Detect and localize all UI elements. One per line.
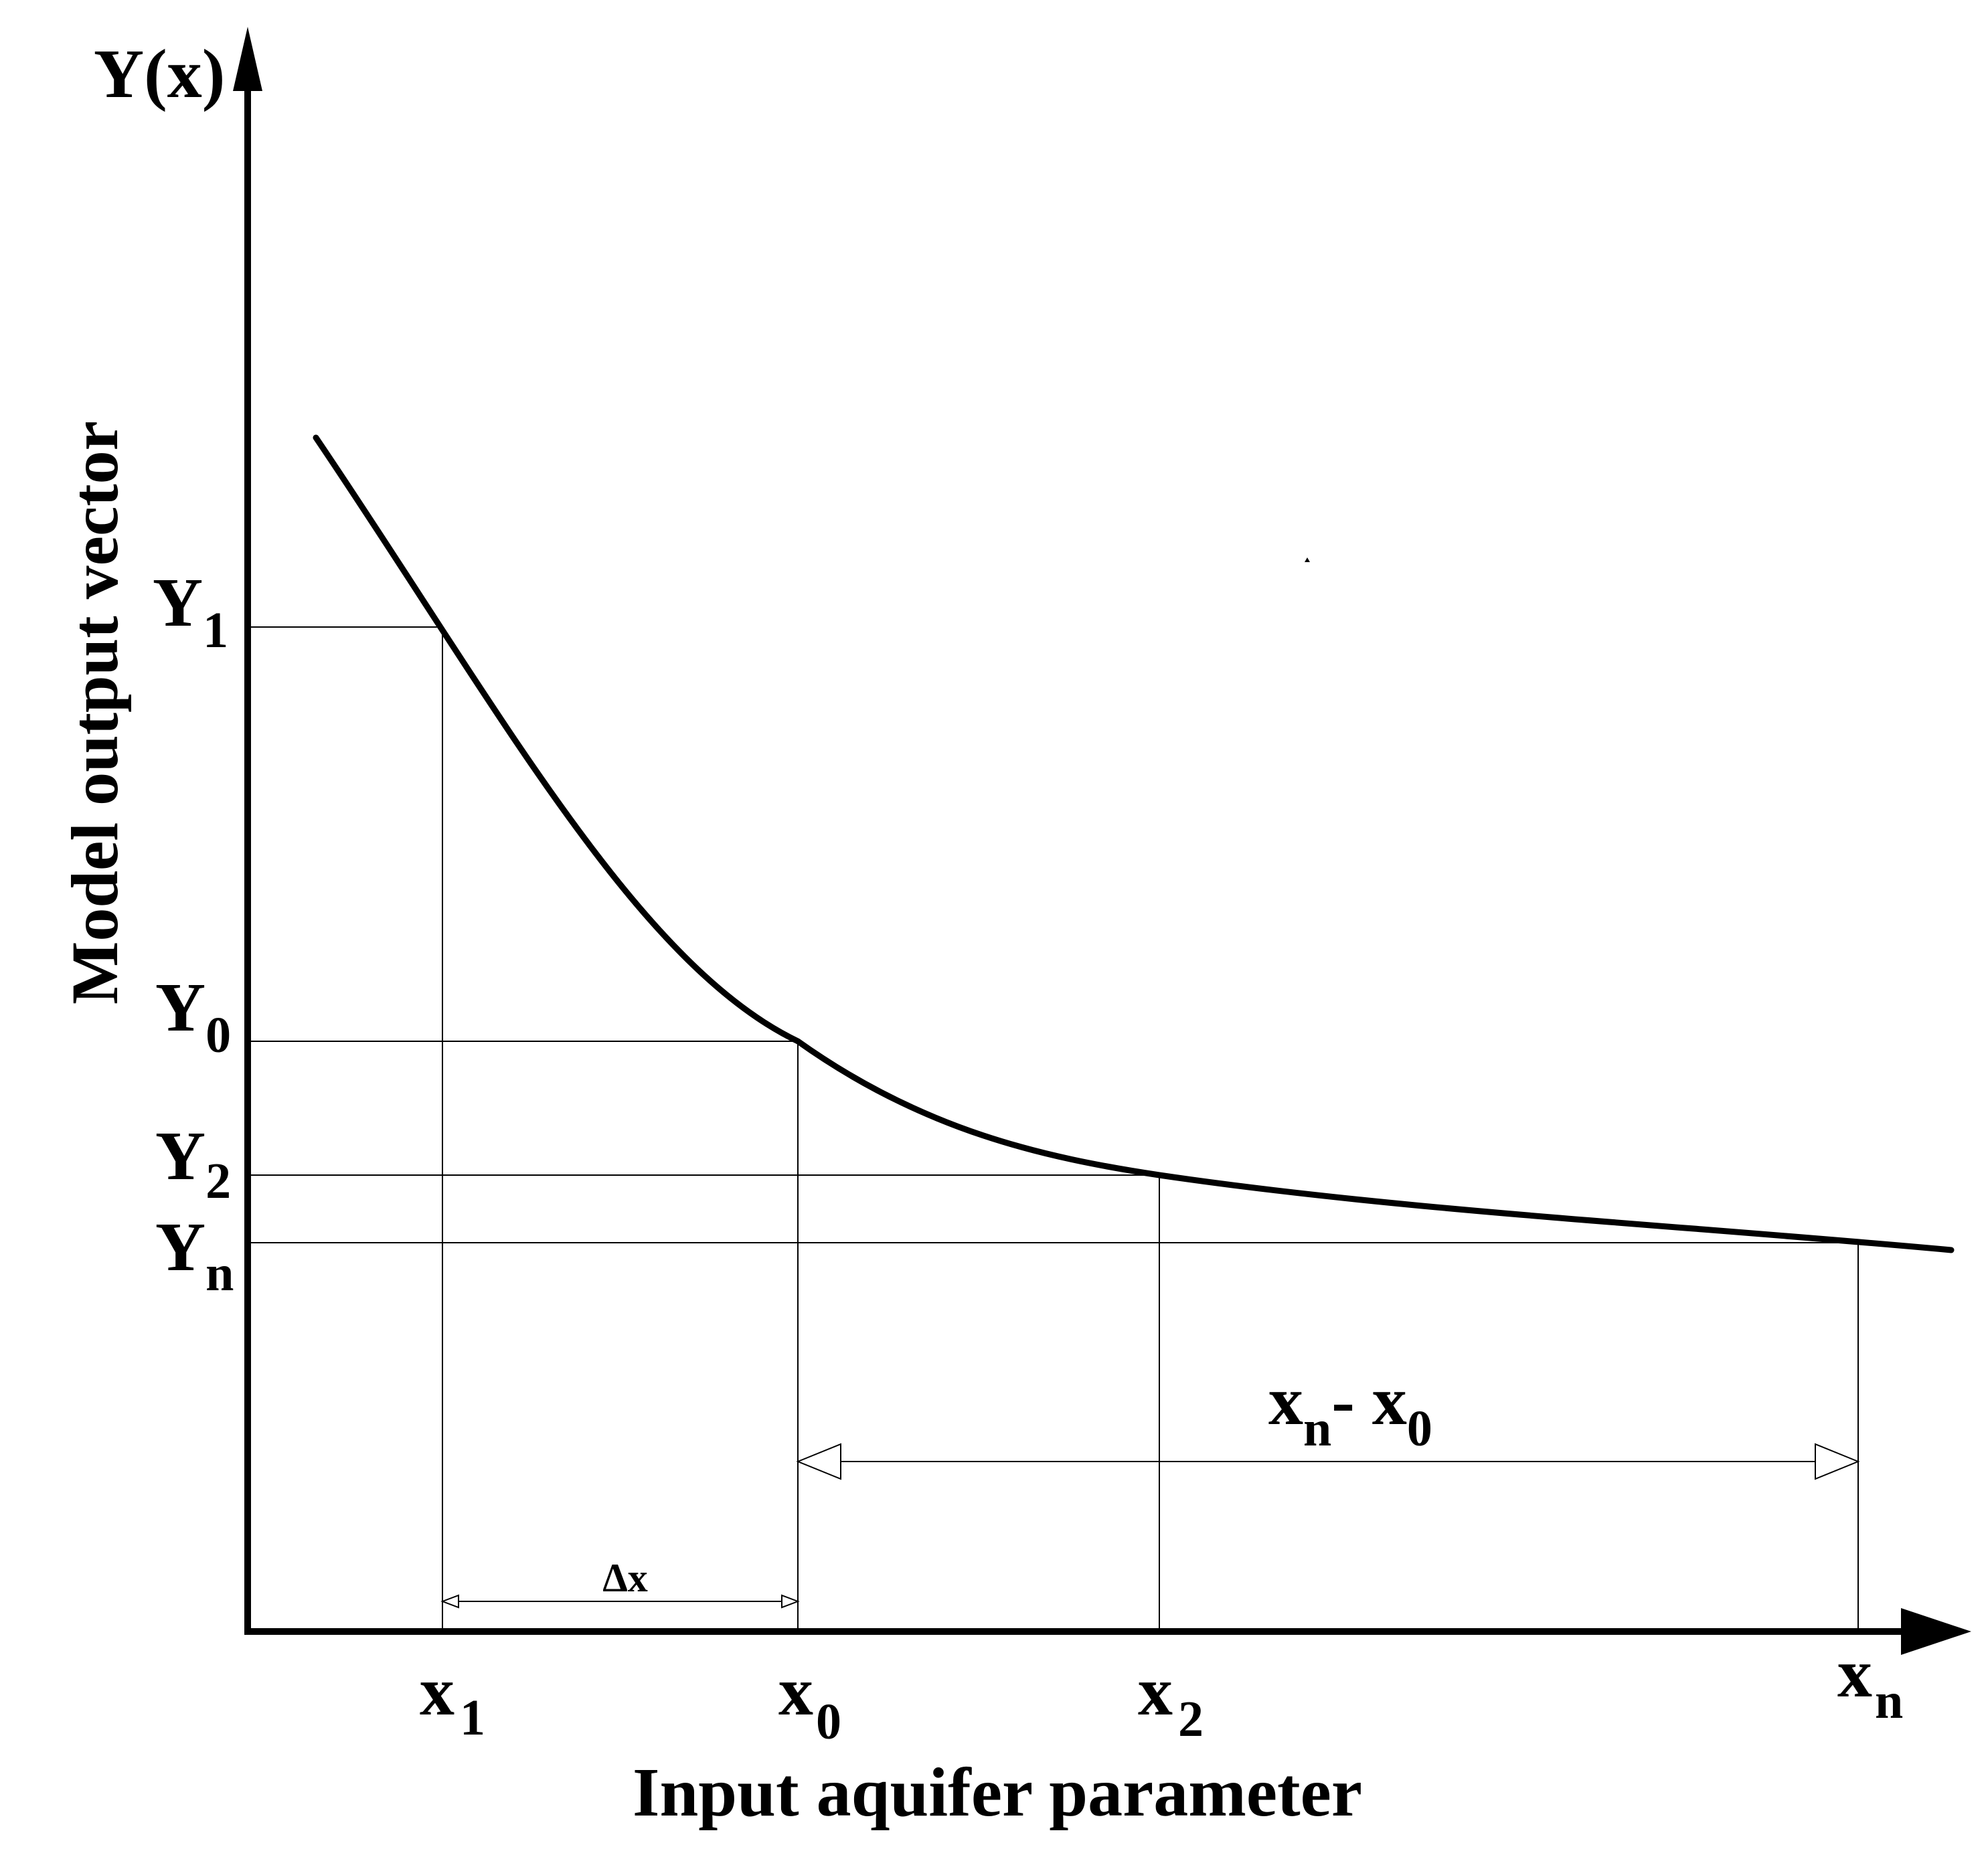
y-level-label-1: Y1: [153, 564, 228, 658]
response-curve: [313, 434, 1955, 1253]
y-axis-arrowhead: [233, 27, 262, 91]
x-axis-label: Input aquifer parameter: [633, 1754, 1362, 1831]
stray-mark: [1305, 557, 1310, 562]
x-point-label-n: xn: [1837, 1635, 1903, 1729]
y-level-label-0: Y0: [155, 969, 231, 1063]
delta-x-label: Δx: [602, 1556, 648, 1600]
delta-x-arrow-right: [781, 1594, 800, 1609]
y-level-label-2: Y2: [155, 1118, 231, 1209]
y-axis-symbol: Y(x): [94, 35, 225, 112]
delta-x-arrow-left: [440, 1594, 459, 1609]
y-axis-label: Model output vector: [58, 421, 132, 1004]
span-arrow-left: [796, 1443, 841, 1480]
x-point-label-0: x0: [778, 1653, 841, 1750]
span-label: xn- x0: [1268, 1362, 1432, 1457]
y-level-label-n: Yn: [155, 1209, 234, 1302]
x-axis-arrowhead: [1901, 1608, 1971, 1655]
span-arrow-right: [1815, 1443, 1860, 1480]
